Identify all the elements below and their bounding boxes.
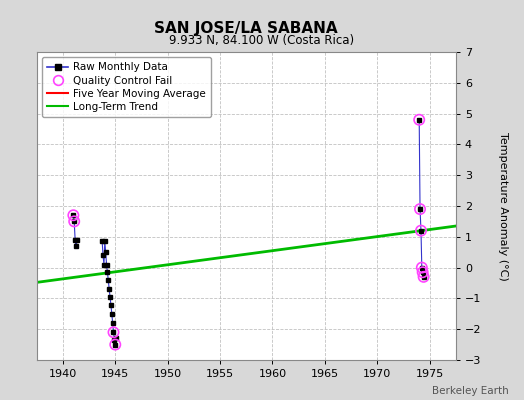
Point [111,341,119,348]
Y-axis label: Temperature Anomaly (°C): Temperature Anomaly (°C) [498,132,508,280]
Point [418,264,426,271]
Point [69,212,78,218]
Text: Berkeley Earth: Berkeley Earth [432,386,508,396]
Point [110,329,118,336]
Point [419,269,427,276]
Point [70,218,79,224]
Legend: Raw Monthly Data, Quality Control Fail, Five Year Moving Average, Long-Term Tren: Raw Monthly Data, Quality Control Fail, … [42,57,211,117]
Point [417,228,425,234]
Point [419,274,428,280]
Point [415,116,423,123]
Point [416,206,424,212]
Title: SAN JOSE/LA SABANA: SAN JOSE/LA SABANA [155,20,338,36]
Text: 9.933 N, 84.100 W (Costa Rica): 9.933 N, 84.100 W (Costa Rica) [169,34,355,47]
